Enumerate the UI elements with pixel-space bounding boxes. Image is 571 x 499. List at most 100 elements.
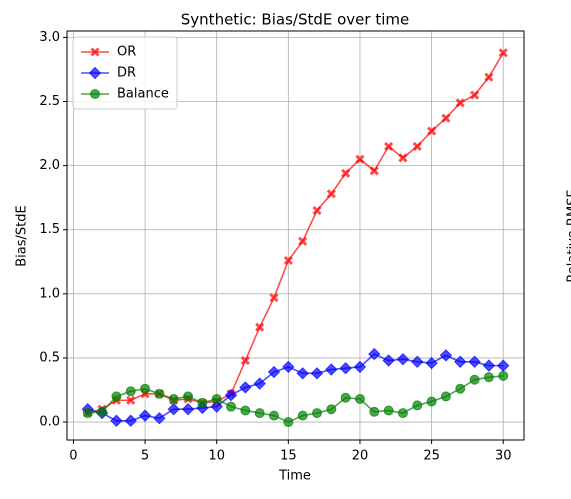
data-point xyxy=(125,386,136,397)
data-point xyxy=(153,411,166,425)
x-axis-label: Time xyxy=(278,469,311,484)
data-point xyxy=(181,403,195,416)
data-point xyxy=(255,322,265,332)
data-point xyxy=(383,405,394,416)
data-point xyxy=(427,126,437,136)
y-tick-label: 3.0 xyxy=(39,30,60,45)
data-point xyxy=(411,355,424,368)
y-tick-label: 2.5 xyxy=(39,94,60,109)
data-point xyxy=(354,393,365,404)
data-point xyxy=(224,388,238,402)
plot-frame xyxy=(66,30,525,441)
legend-label: OR xyxy=(117,45,136,60)
data-point xyxy=(353,360,367,374)
data-point xyxy=(283,417,294,428)
x-tick-label: 5 xyxy=(141,449,149,464)
data-point xyxy=(369,166,379,176)
y-tick-label: 0.5 xyxy=(39,350,60,365)
data-point xyxy=(455,98,465,108)
data-point xyxy=(412,141,422,151)
series-line xyxy=(87,353,504,422)
data-point xyxy=(211,393,222,404)
data-point xyxy=(269,293,279,303)
x-tick-label: 30 xyxy=(495,449,512,464)
data-point xyxy=(455,383,466,394)
y-axis-label: Bias/StdE xyxy=(15,205,30,266)
data-point xyxy=(283,255,293,266)
data-point xyxy=(339,361,352,375)
data-point xyxy=(269,410,280,421)
data-point xyxy=(355,154,365,164)
legend-label: DR xyxy=(117,66,136,81)
y-tick-label: 1.5 xyxy=(39,222,60,237)
x-tick-label: 10 xyxy=(208,449,225,464)
data-point xyxy=(140,383,151,394)
data-point xyxy=(454,355,467,368)
data-point xyxy=(97,406,108,417)
data-point xyxy=(210,400,223,413)
data-point xyxy=(312,205,322,216)
data-point xyxy=(412,400,423,411)
data-point xyxy=(267,365,281,379)
legend-marker xyxy=(88,66,102,80)
x-tick-label: 25 xyxy=(423,449,440,464)
data-point xyxy=(298,236,308,246)
data-point xyxy=(484,72,494,82)
data-point xyxy=(310,367,324,380)
data-point xyxy=(425,356,438,370)
data-point xyxy=(111,391,122,402)
data-point xyxy=(239,381,252,394)
data-point xyxy=(426,396,437,407)
chart-title: Synthetic: Bias/StdE over time xyxy=(181,11,409,29)
legend-marker xyxy=(90,47,100,57)
data-point xyxy=(126,395,136,405)
data-point xyxy=(183,391,194,402)
y-tick-label: 1.0 xyxy=(39,286,60,301)
side-label: Relative RMSE xyxy=(566,189,571,282)
data-point xyxy=(439,349,453,362)
data-point xyxy=(368,347,381,361)
data-point xyxy=(483,372,494,383)
data-point xyxy=(154,388,165,399)
data-point xyxy=(253,377,266,390)
x-tick-label: 15 xyxy=(280,449,297,464)
x-tick-label: 20 xyxy=(352,449,369,464)
data-point xyxy=(226,401,237,412)
data-point xyxy=(326,404,337,415)
data-point xyxy=(254,408,265,419)
y-tick-label: 0.0 xyxy=(39,415,60,430)
data-point xyxy=(197,397,208,408)
data-point xyxy=(282,360,295,374)
data-point xyxy=(498,370,509,381)
data-point xyxy=(167,403,180,416)
data-point xyxy=(440,391,451,402)
legend-marker xyxy=(90,89,100,99)
data-point xyxy=(340,392,351,403)
y-tick-label: 2.0 xyxy=(39,158,60,173)
data-point xyxy=(498,48,508,58)
data-point xyxy=(468,355,481,368)
legend-label: Balance xyxy=(117,87,169,102)
data-point xyxy=(326,189,336,199)
data-point xyxy=(470,90,480,100)
data-point xyxy=(240,355,250,366)
data-point xyxy=(482,359,496,372)
data-point xyxy=(168,393,179,404)
x-tick-label: 0 xyxy=(69,449,77,464)
data-point xyxy=(325,363,338,376)
data-point xyxy=(311,408,322,419)
data-point xyxy=(441,113,451,123)
data-point xyxy=(138,409,152,422)
data-point xyxy=(497,359,510,372)
data-point xyxy=(124,414,137,427)
data-point xyxy=(297,410,308,421)
data-point xyxy=(240,405,251,416)
data-point xyxy=(341,168,351,178)
data-point xyxy=(369,406,380,417)
data-point xyxy=(110,414,123,427)
data-point xyxy=(396,353,410,366)
data-point xyxy=(384,141,394,151)
data-point xyxy=(296,367,309,380)
data-point xyxy=(82,408,93,419)
